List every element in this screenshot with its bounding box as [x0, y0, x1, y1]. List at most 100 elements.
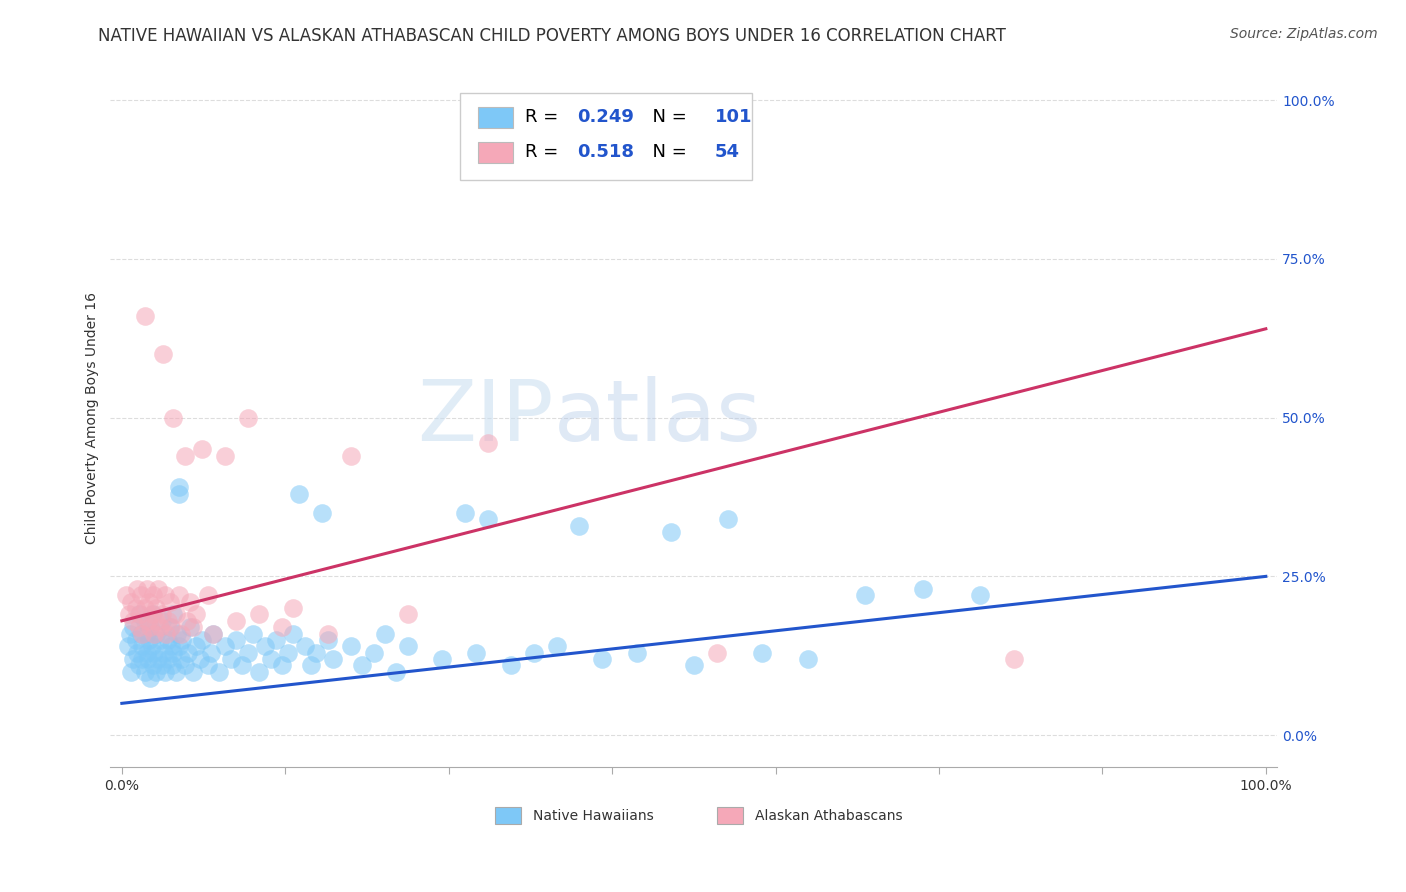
Point	[181, 665, 204, 679]
Text: Alaskan Athabascans: Alaskan Athabascans	[755, 809, 903, 822]
Point	[122, 614, 145, 628]
Text: 101: 101	[714, 109, 752, 127]
Point	[197, 589, 219, 603]
Point	[142, 626, 165, 640]
Point	[322, 652, 344, 666]
Point	[1002, 652, 1025, 666]
Point	[134, 309, 156, 323]
Point	[396, 639, 419, 653]
Point	[855, 589, 877, 603]
Point	[167, 589, 190, 603]
Point	[136, 626, 159, 640]
Point	[231, 658, 253, 673]
Point	[124, 632, 146, 647]
Point	[186, 639, 208, 653]
Point	[271, 658, 294, 673]
Point	[131, 652, 153, 666]
Point	[145, 614, 167, 628]
Point	[115, 589, 138, 603]
Point	[159, 620, 181, 634]
Point	[173, 658, 195, 673]
Point	[568, 518, 591, 533]
Point	[374, 626, 396, 640]
Point	[339, 639, 361, 653]
Point	[139, 620, 162, 634]
Point	[120, 665, 142, 679]
Point	[134, 601, 156, 615]
Point	[145, 665, 167, 679]
Point	[118, 626, 141, 640]
FancyBboxPatch shape	[717, 807, 742, 824]
Point	[591, 652, 613, 666]
Point	[142, 658, 165, 673]
Point	[129, 607, 152, 622]
Point	[176, 614, 198, 628]
Point	[142, 589, 165, 603]
Text: 0.249: 0.249	[576, 109, 634, 127]
Point	[136, 646, 159, 660]
Point	[138, 595, 160, 609]
Point	[122, 652, 145, 666]
Point	[385, 665, 408, 679]
Point	[172, 632, 194, 647]
Point	[150, 658, 173, 673]
Point	[271, 620, 294, 634]
FancyBboxPatch shape	[478, 142, 513, 162]
Point	[167, 487, 190, 501]
Point	[430, 652, 453, 666]
Point	[125, 582, 148, 596]
Point	[125, 646, 148, 660]
Point	[283, 601, 305, 615]
Point	[162, 607, 184, 622]
Point	[138, 632, 160, 647]
Point	[148, 652, 170, 666]
Point	[145, 601, 167, 615]
Point	[197, 658, 219, 673]
Point	[139, 671, 162, 685]
Point	[129, 626, 152, 640]
Point	[225, 614, 247, 628]
Point	[188, 652, 211, 666]
Point	[148, 582, 170, 596]
Point	[214, 449, 236, 463]
Point	[626, 646, 648, 660]
Point	[214, 639, 236, 653]
Text: atlas: atlas	[554, 376, 762, 459]
Point	[202, 626, 225, 640]
Point	[160, 639, 183, 653]
Point	[202, 626, 225, 640]
Point	[129, 589, 152, 603]
Point	[969, 589, 991, 603]
Point	[122, 620, 145, 634]
Text: 0.518: 0.518	[576, 144, 634, 161]
Point	[316, 632, 339, 647]
Text: R =: R =	[524, 109, 569, 127]
Point	[159, 595, 181, 609]
Point	[134, 665, 156, 679]
Point	[142, 607, 165, 622]
Point	[149, 632, 172, 647]
FancyBboxPatch shape	[478, 107, 513, 128]
Point	[165, 607, 187, 622]
Point	[128, 607, 150, 622]
Point	[247, 665, 270, 679]
Point	[546, 639, 568, 653]
Point	[259, 652, 281, 666]
FancyBboxPatch shape	[495, 807, 522, 824]
Point	[173, 449, 195, 463]
Point	[150, 607, 173, 622]
Point	[128, 658, 150, 673]
Point	[288, 487, 311, 501]
Point	[177, 646, 200, 660]
Point	[181, 620, 204, 634]
Point	[253, 639, 276, 653]
Point	[454, 506, 477, 520]
Point	[131, 639, 153, 653]
Point	[145, 626, 167, 640]
Point	[299, 658, 322, 673]
Point	[155, 589, 177, 603]
Point	[149, 620, 172, 634]
Point	[179, 620, 201, 634]
Point	[165, 665, 187, 679]
Point	[465, 646, 488, 660]
